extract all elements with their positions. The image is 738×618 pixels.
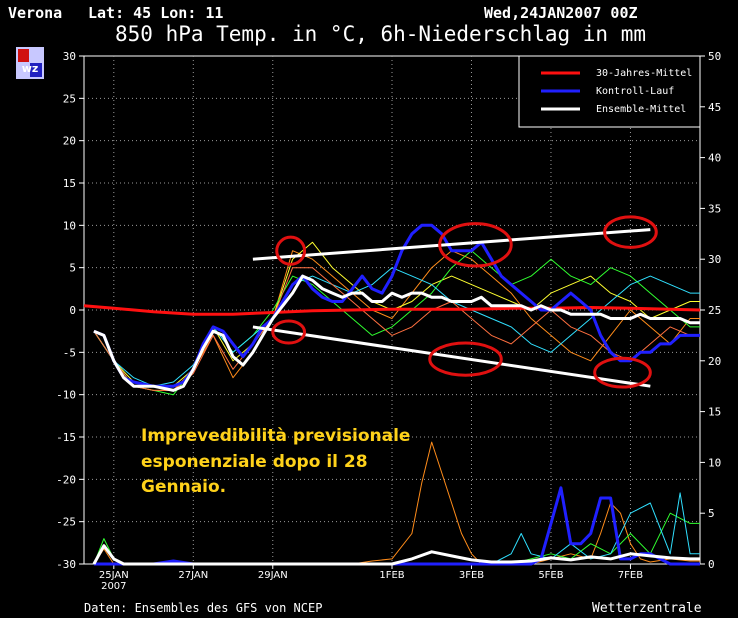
- source-label: Daten: Ensembles des GFS von NCEP: [84, 601, 322, 615]
- series-line: [93, 250, 700, 391]
- y-right-tick-label: 10: [708, 456, 721, 469]
- run-label: Wed,24JAN2007 00Z: [484, 4, 638, 22]
- highlight-ellipse: [428, 341, 503, 377]
- y-right-tick-label: 25: [708, 304, 721, 317]
- y-left-tick-label: 30: [63, 50, 76, 63]
- y-left-tick-label: 10: [63, 219, 76, 232]
- y-left-tick-label: 25: [63, 92, 76, 105]
- y-right-tick-label: 5: [708, 507, 715, 520]
- y-left-tick-label: -30: [56, 558, 76, 571]
- legend-label: Ensemble-Mittel: [596, 104, 686, 115]
- logo: wz: [16, 47, 44, 79]
- y-right-tick-label: 30: [708, 253, 721, 266]
- y-left-tick-label: 15: [63, 177, 76, 190]
- y-right-tick-label: 50: [708, 50, 721, 63]
- legend-label: Kontroll-Lauf: [596, 86, 674, 97]
- highlight-ellipse: [603, 215, 658, 249]
- highlight-ellipse: [593, 356, 652, 389]
- x-tick-label: 25JAN: [99, 570, 129, 581]
- highlight-ellipse: [438, 222, 513, 268]
- highlight-ellipse: [275, 235, 307, 266]
- series-line: [93, 250, 700, 396]
- series-line: [93, 267, 700, 387]
- annotation-line-1: Imprevedibilità previsionale: [141, 426, 411, 446]
- x-tick-label: 27JAN: [178, 570, 208, 581]
- chart-title: 850 hPa Temp. in °C, 6h-Niederschlag in …: [115, 22, 646, 46]
- highlight-ellipse: [271, 319, 307, 345]
- annotation-line-3: Gennaio.: [141, 477, 227, 497]
- y-left-tick-label: 5: [69, 262, 76, 275]
- y-right-tick-label: 40: [708, 152, 721, 165]
- x-tick-label: 3FEB: [459, 570, 484, 581]
- legend: 30-Jahres-Mittel Kontroll-Lauf Ensemble-Mi…: [518, 55, 701, 128]
- y-left-tick-label: -25: [56, 516, 76, 529]
- x-tick-label: 29JAN: [258, 570, 288, 581]
- y-right-tick-label: 45: [708, 101, 721, 114]
- annotation-shapes: [252, 215, 658, 389]
- x-tick-sublabel: 2007: [101, 581, 126, 592]
- y-left-tick-label: 0: [69, 304, 76, 317]
- trend-line: [252, 228, 651, 261]
- legend-label: 30-Jahres-Mittel: [596, 68, 692, 79]
- forecast-annotation: Imprevedibilità previsionale esponenzial…: [141, 424, 411, 501]
- brand-label: Wetterzentrale: [592, 601, 702, 616]
- y-left-tick-label: 20: [63, 135, 76, 148]
- series-line: [93, 274, 700, 392]
- y-left-tick-label: -20: [56, 473, 76, 486]
- x-tick-label: 1FEB: [379, 570, 404, 581]
- series-line: [83, 304, 701, 316]
- y-right-tick-label: 0: [708, 558, 715, 571]
- y-right-tick-label: 35: [708, 202, 721, 215]
- y-left-tick-label: -10: [56, 389, 76, 402]
- location-label: Verona: [8, 4, 62, 22]
- svg-text:wz: wz: [22, 62, 39, 75]
- series-line: [93, 512, 700, 565]
- annotation-line-2: esponenziale dopo il 28: [141, 451, 368, 472]
- series-line: [92, 544, 700, 566]
- trend-line: [252, 325, 651, 388]
- y-right-tick-label: 20: [708, 355, 721, 368]
- x-tick-label: 5FEB: [538, 570, 563, 581]
- series-line: [93, 223, 700, 388]
- y-left-tick-label: -5: [63, 346, 76, 359]
- y-left-tick-label: -15: [56, 431, 76, 444]
- grid: [84, 56, 700, 564]
- x-tick-label: 7FEB: [618, 570, 643, 581]
- y-axis-left: 30 25 20 15 10 5 0 -5 -10 -15 -20 -25 -30: [56, 50, 84, 571]
- series-group: [83, 223, 701, 566]
- y-right-tick-label: 15: [708, 406, 721, 419]
- coords-label: Lat: 45 Lon: 11: [88, 4, 223, 22]
